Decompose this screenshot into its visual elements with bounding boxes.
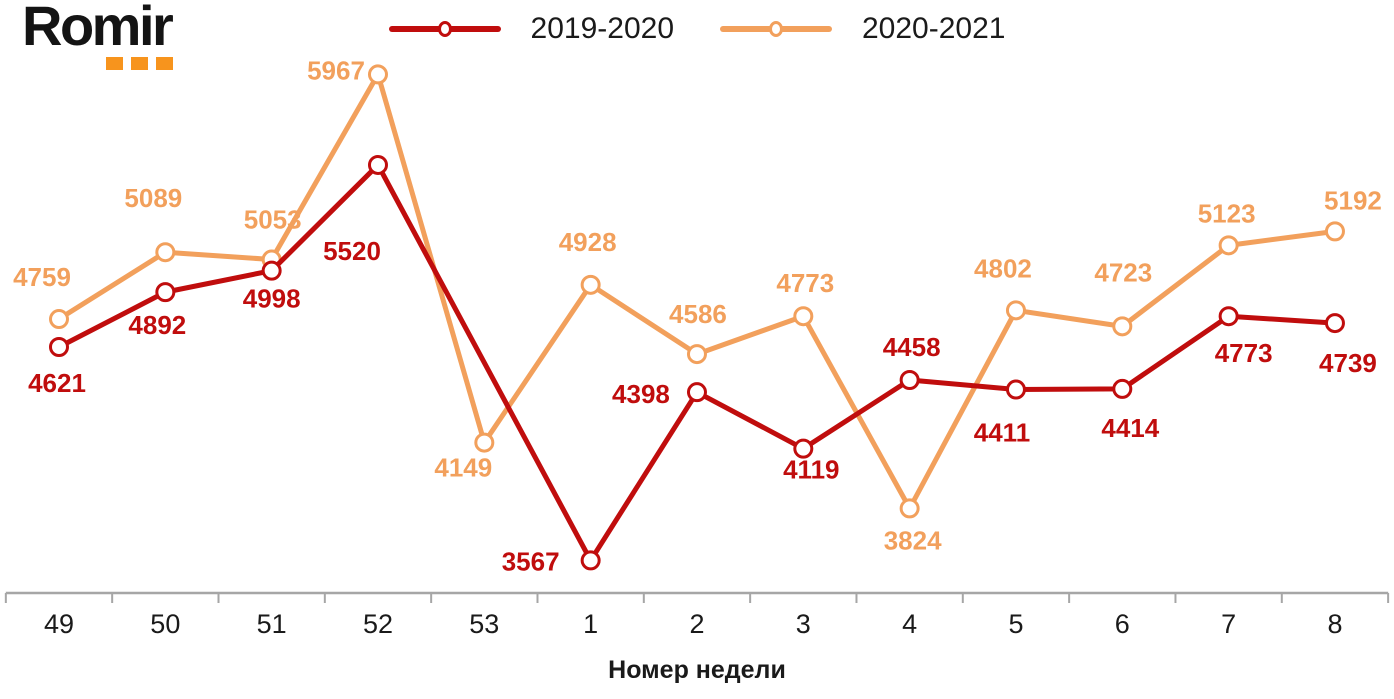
data-label: 5089 bbox=[124, 183, 182, 213]
data-point-marker bbox=[367, 154, 388, 175]
legend-item-2020-2021: 2020-2021 bbox=[720, 12, 1005, 46]
data-point-marker bbox=[686, 382, 707, 403]
data-label: 3567 bbox=[502, 546, 560, 576]
data-label: 4928 bbox=[559, 227, 617, 257]
x-tick-label: 53 bbox=[469, 609, 499, 639]
data-point-marker bbox=[1005, 300, 1026, 321]
data-label: 4149 bbox=[434, 453, 492, 483]
legend-label: 2019-2020 bbox=[530, 12, 674, 45]
data-point-marker bbox=[1112, 378, 1133, 399]
data-label: 4892 bbox=[128, 310, 186, 340]
data-label: 4586 bbox=[669, 299, 727, 329]
data-label: 5053 bbox=[244, 205, 302, 235]
data-point-marker bbox=[155, 242, 176, 263]
legend-line-swatch bbox=[720, 21, 832, 37]
data-point-marker bbox=[1112, 316, 1133, 337]
data-point-marker bbox=[49, 309, 69, 330]
data-label: 4621 bbox=[28, 368, 86, 398]
legend-marker-icon bbox=[769, 21, 783, 37]
x-tick-label: 50 bbox=[150, 609, 180, 639]
x-tick-label: 3 bbox=[796, 609, 811, 639]
logo-dot bbox=[106, 57, 123, 70]
data-label: 4119 bbox=[783, 455, 839, 485]
data-point-marker bbox=[899, 498, 920, 519]
logo-dot bbox=[131, 57, 148, 70]
x-tick-label: 52 bbox=[363, 609, 393, 639]
data-point-marker bbox=[1218, 235, 1239, 256]
data-label: 4458 bbox=[883, 332, 941, 362]
x-tick-label: 6 bbox=[1115, 609, 1130, 639]
x-tick-label: 49 bbox=[44, 609, 74, 639]
data-point-marker bbox=[261, 260, 282, 281]
data-label: 4723 bbox=[1094, 257, 1152, 287]
data-label: 5967 bbox=[307, 55, 365, 85]
x-tick-label: 4 bbox=[902, 609, 917, 639]
data-point-marker bbox=[474, 432, 495, 453]
data-point-marker bbox=[1218, 306, 1239, 327]
data-point-marker bbox=[899, 370, 920, 391]
series-2020-2021: 4759 5089 5053 5967 4149 4928 4586 4773 3824 4802… bbox=[13, 55, 1382, 555]
data-point-marker bbox=[793, 438, 814, 459]
legend-item-2019-2020: 2019-2020 bbox=[388, 12, 674, 46]
x-axis: 49 50 51 52 53 1 2 3 4 5 6 7 8 bbox=[4, 591, 1390, 639]
data-label: 5520 bbox=[323, 236, 381, 266]
data-label: 3824 bbox=[884, 525, 942, 555]
data-point-marker bbox=[155, 282, 176, 303]
data-point-marker bbox=[1005, 379, 1026, 400]
x-tick-label: 1 bbox=[583, 609, 598, 639]
romir-logo-dots bbox=[106, 57, 173, 70]
data-label: 4414 bbox=[1101, 413, 1159, 443]
romir-logo-text: Romir bbox=[22, 0, 174, 57]
data-label: 4773 bbox=[1215, 338, 1273, 368]
data-point-marker bbox=[367, 64, 388, 85]
legend-line-swatch bbox=[388, 21, 501, 37]
data-label: 4802 bbox=[974, 253, 1032, 283]
data-point-marker bbox=[580, 274, 601, 295]
data-label: 5192 bbox=[1324, 185, 1382, 215]
x-tick-label: 7 bbox=[1221, 609, 1236, 639]
legend-label: 2020-2021 bbox=[862, 12, 1006, 45]
data-point-marker bbox=[49, 336, 69, 357]
logo-dot bbox=[156, 57, 173, 70]
legend-marker-icon bbox=[437, 21, 452, 37]
chart-legend: 2019-2020 2020-2021 bbox=[0, 12, 1394, 46]
data-point-marker bbox=[793, 306, 814, 327]
x-axis-title: Номер недели bbox=[608, 656, 786, 684]
data-label: 4398 bbox=[612, 379, 670, 409]
x-tick-label: 51 bbox=[257, 609, 287, 639]
data-label: 4411 bbox=[974, 418, 1030, 448]
data-label: 4773 bbox=[776, 268, 834, 298]
data-label: 4739 bbox=[1319, 348, 1377, 378]
data-point-marker bbox=[1324, 313, 1345, 334]
romir-logo: Romir bbox=[22, 0, 174, 70]
series-line bbox=[57, 162, 1336, 563]
x-tick-label: 2 bbox=[689, 609, 704, 639]
data-label: 5123 bbox=[1198, 198, 1256, 228]
data-label: 4759 bbox=[13, 262, 71, 292]
data-point-marker bbox=[686, 344, 707, 365]
data-point-marker bbox=[1324, 221, 1345, 242]
x-tick-label: 5 bbox=[1008, 609, 1023, 639]
x-tick-label: 8 bbox=[1327, 609, 1342, 639]
data-label: 4998 bbox=[243, 284, 301, 314]
data-point-marker bbox=[580, 550, 601, 571]
series-2019-2020: 4621 4892 4998 5520 3567 4398 4119 4458 4411 4414… bbox=[28, 154, 1377, 576]
